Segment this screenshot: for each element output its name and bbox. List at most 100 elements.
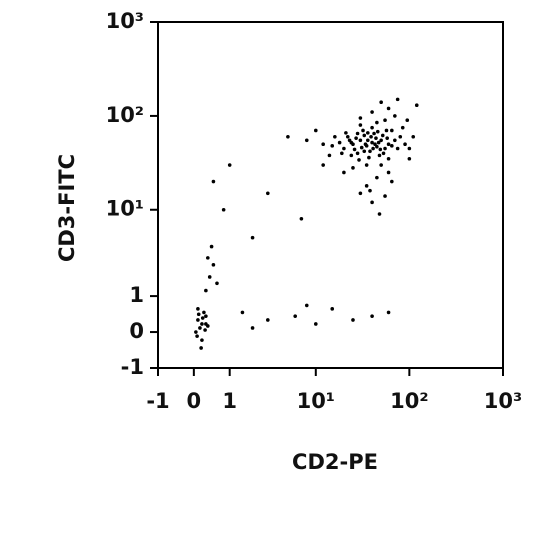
point [355, 131, 360, 136]
point [379, 163, 383, 167]
point [366, 138, 370, 143]
point [393, 114, 397, 118]
point [345, 134, 350, 139]
point [204, 314, 208, 318]
point [384, 128, 389, 133]
plot-frame [157, 21, 504, 369]
point [340, 151, 344, 156]
point [377, 212, 382, 216]
point [375, 175, 379, 180]
point [372, 131, 376, 136]
y-tick-label: 10¹ [106, 197, 144, 221]
point [386, 310, 391, 315]
point [386, 106, 391, 111]
point [227, 163, 232, 167]
point [383, 118, 387, 123]
point [368, 188, 372, 193]
point [196, 312, 201, 317]
x-tick-label: -1 [146, 389, 169, 413]
point [390, 144, 394, 148]
point [342, 146, 346, 151]
point [203, 328, 207, 332]
point [327, 153, 332, 158]
point [215, 281, 219, 286]
point [351, 166, 355, 170]
point [386, 170, 391, 175]
point [411, 134, 416, 139]
point [194, 330, 198, 334]
point [375, 129, 380, 134]
point [370, 200, 374, 205]
point [414, 103, 419, 108]
y-axis-label: CD3-FITC [55, 154, 79, 262]
y-tick-label: -1 [121, 355, 144, 379]
x-axis-label: CD2-PE [292, 450, 378, 474]
point [395, 97, 400, 102]
point [337, 140, 342, 145]
point [195, 334, 199, 338]
point [358, 116, 363, 120]
point [202, 310, 206, 315]
point [376, 140, 381, 145]
point [362, 133, 367, 138]
point [221, 207, 226, 212]
point [299, 216, 304, 221]
point [370, 110, 374, 114]
point [373, 142, 377, 146]
point [407, 156, 412, 161]
point [367, 155, 371, 160]
point [370, 140, 374, 145]
point [385, 136, 389, 140]
point [200, 338, 204, 342]
point [333, 134, 337, 139]
point [349, 140, 354, 145]
x-tick-label: 0 [187, 389, 202, 413]
point [390, 128, 394, 133]
point [358, 123, 363, 127]
point [313, 322, 318, 326]
point [375, 144, 379, 149]
point [375, 120, 379, 125]
point [330, 144, 335, 148]
point [357, 158, 361, 162]
point [403, 142, 407, 146]
point [304, 138, 309, 143]
point [207, 275, 212, 279]
point [266, 318, 270, 322]
point [211, 179, 216, 184]
point [250, 326, 255, 330]
point [351, 318, 355, 322]
point [383, 146, 387, 151]
point [363, 142, 368, 146]
point [364, 163, 369, 167]
point [407, 146, 412, 151]
point [379, 100, 383, 104]
point [370, 125, 374, 130]
point [330, 307, 335, 311]
point [379, 138, 383, 143]
point [198, 326, 202, 330]
point [361, 128, 365, 133]
point [386, 156, 391, 161]
point [400, 125, 405, 130]
point [321, 163, 325, 167]
point [293, 314, 297, 318]
point [206, 256, 210, 260]
point [364, 184, 369, 188]
point [250, 235, 255, 240]
point [366, 131, 370, 135]
point [209, 244, 214, 249]
point [200, 316, 205, 320]
point [358, 138, 363, 143]
point [371, 146, 375, 151]
point [386, 142, 391, 146]
point [342, 170, 346, 175]
point [358, 191, 363, 196]
point [240, 310, 245, 315]
point [211, 263, 216, 267]
point [405, 118, 410, 123]
point [359, 145, 364, 150]
point [344, 131, 348, 135]
point [304, 303, 309, 308]
